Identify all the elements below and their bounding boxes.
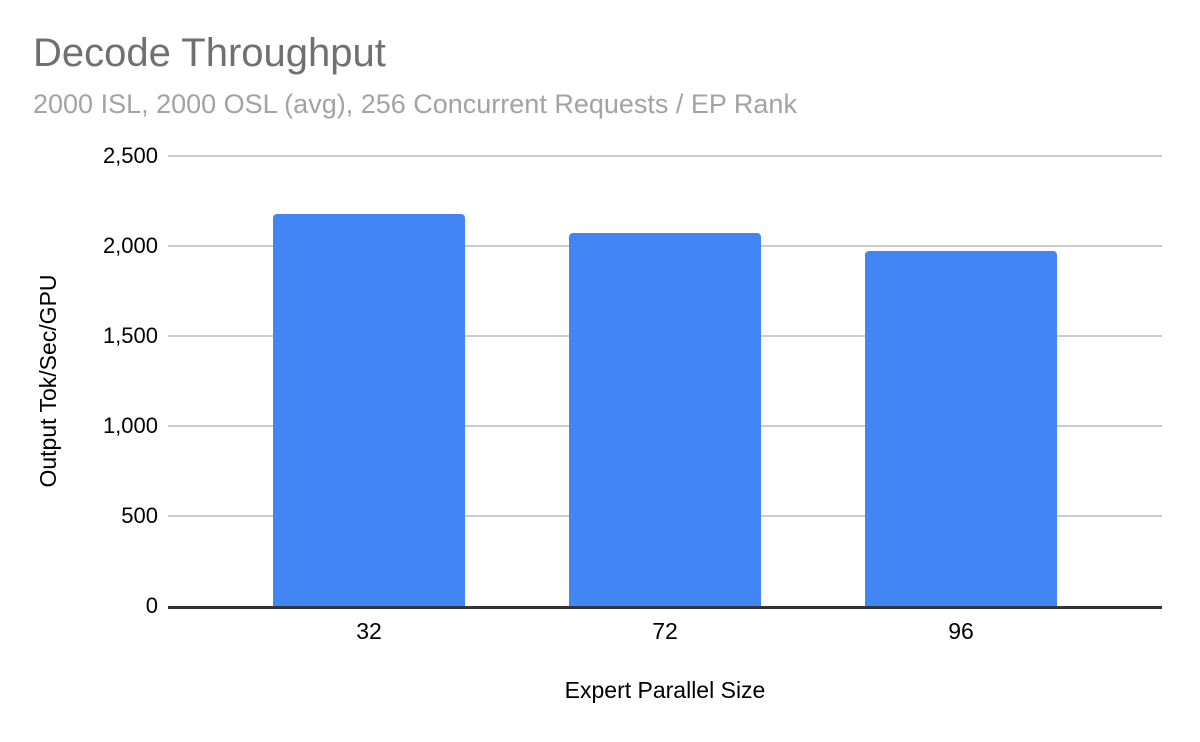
y-axis-tick-label: 1,000 — [102, 413, 158, 438]
plot-area — [168, 155, 1162, 609]
gridline — [168, 155, 1162, 157]
bar-slot — [517, 156, 813, 606]
y-axis-tick-label: 1,500 — [102, 323, 158, 348]
chart-title: Decode Throughput — [33, 31, 386, 75]
bar — [273, 213, 465, 606]
y-axis-tick-label: 2,500 — [102, 143, 158, 168]
x-axis-tick-label: 72 — [652, 618, 678, 644]
x-axis-tick-label: 96 — [948, 618, 974, 644]
x-axis-title: Expert Parallel Size — [564, 677, 766, 703]
bar — [569, 233, 761, 606]
y-axis-tick-label: 500 — [121, 503, 158, 528]
bar-series — [168, 156, 1162, 606]
y-axis-tick-label: 2,000 — [102, 233, 158, 258]
x-axis-tick-labels: 32 72 96 — [168, 617, 1162, 645]
y-axis-tick-label: 0 — [145, 593, 158, 618]
bar — [865, 251, 1057, 606]
bar-slot — [221, 156, 517, 606]
y-axis-tick-labels: 0 500 1,000 1,500 2,000 2,500 — [0, 143, 158, 618]
x-axis-tick-label: 32 — [356, 618, 382, 644]
chart-subtitle: 2000 ISL, 2000 OSL (avg), 256 Concurrent… — [33, 89, 797, 119]
bar-slot — [813, 156, 1109, 606]
